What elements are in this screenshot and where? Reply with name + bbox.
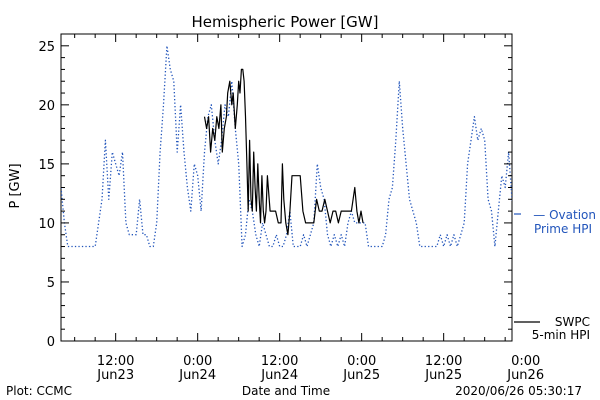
x-tick-label-time: 0:00 <box>347 354 376 369</box>
plot-frame <box>60 33 513 342</box>
x-tick-label-time: 0:00 <box>511 354 540 369</box>
x-axis: 12:00Jun230:00Jun2412:00Jun240:00Jun2512… <box>74 34 544 383</box>
legend-ovation-label-line2: Prime HPI <box>534 222 592 236</box>
x-tick-label-date: Jun25 <box>424 368 462 383</box>
y-tick-label: 20 <box>38 99 55 114</box>
y-tick-label: 25 <box>38 40 55 55</box>
legend-swpc-label-line1: SWPC <box>555 315 590 329</box>
series-line-ovation-prime-hpi <box>61 45 512 248</box>
x-tick-label-date: Jun24 <box>260 368 298 383</box>
x-tick-label-date: Jun25 <box>342 368 380 383</box>
x-tick-label-time: 12:00 <box>425 354 462 369</box>
y-tick-label: 15 <box>38 158 55 173</box>
y-tick-label: 0 <box>47 335 55 350</box>
series-line-swpc-5min-hpi <box>203 68 364 236</box>
y-axis: 0 5 10 15 20 25 <box>38 40 512 350</box>
x-axis-label: Date and Time <box>242 384 330 398</box>
footer-timestamp: 2020/06/26 05:30:17 <box>455 384 582 398</box>
chart-title: Hemispheric Power [GW] <box>192 13 379 31</box>
y-tick-label: 10 <box>38 217 55 232</box>
y-axis-label: P [GW] <box>8 163 23 208</box>
footer-credit: Plot: CCMC <box>6 384 72 398</box>
x-tick-label-time: 12:00 <box>261 354 298 369</box>
legend-ovation-label-line1: — Ovation <box>533 208 596 222</box>
y-tick-label: 5 <box>47 276 55 291</box>
x-tick-label-date: Jun23 <box>96 368 134 383</box>
x-tick-label-time: 12:00 <box>97 354 134 369</box>
legend-swpc-label-line2: 5-min HPI <box>532 328 590 342</box>
x-tick-label-date: Jun26 <box>506 368 544 383</box>
x-tick-label-date: Jun24 <box>178 368 216 383</box>
x-tick-label-time: 0:00 <box>183 354 212 369</box>
